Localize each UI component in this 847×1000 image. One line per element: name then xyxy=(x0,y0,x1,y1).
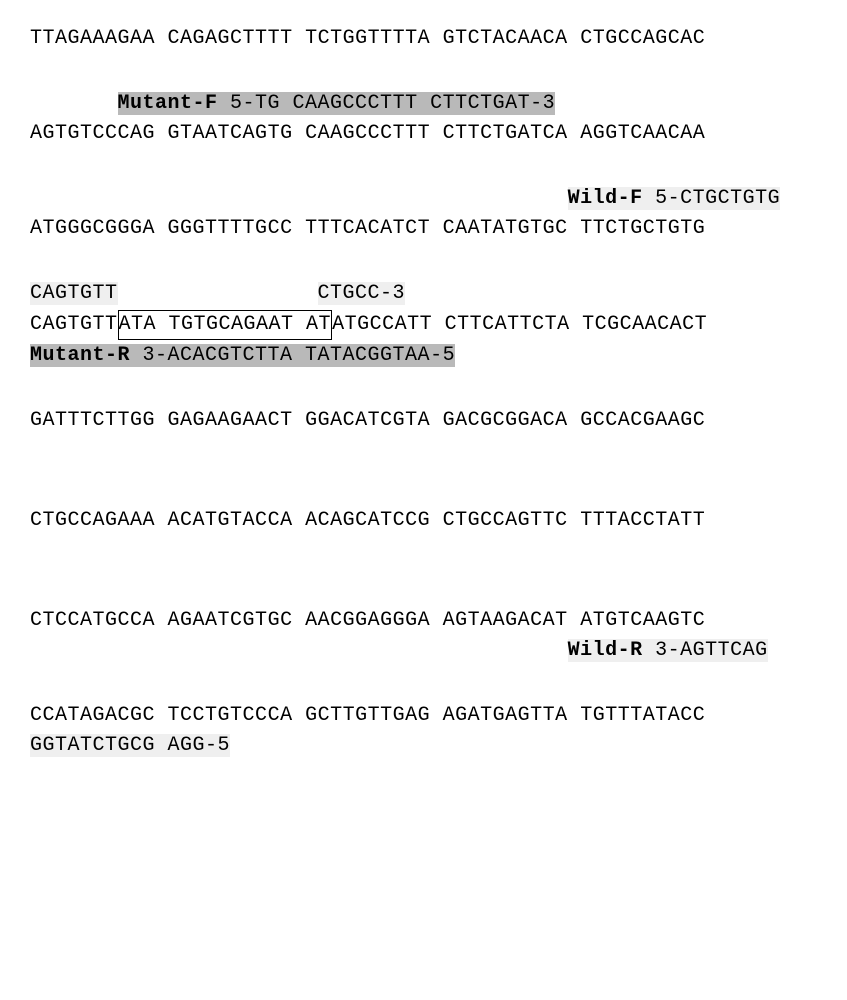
seq-r3-g4: CAATATGTGC xyxy=(443,217,568,240)
seq-r7-g4: AGTAAGACAT xyxy=(443,609,568,632)
mutant-f-seq-1: CAAGCCCTTT xyxy=(293,92,418,115)
seq-r2-g5: AGGTCAACAA xyxy=(580,122,705,145)
wild-f-label: Wild-F xyxy=(568,187,643,210)
indent-wild-r xyxy=(30,639,568,662)
seq-r7-g5: ATGTCAAGTC xyxy=(580,609,705,632)
seq-r4-g4: CTTCATTCTA xyxy=(445,313,570,336)
seq-row-2: AGTGTCCCAG GTAATCAGTG CAAGCCCTTT CTTCTGA… xyxy=(30,120,817,148)
seq-r5-g3: GGACATCGTA xyxy=(305,409,430,432)
wild-r-highlight: Wild-R 3-AGTTCAG xyxy=(568,639,768,662)
seq-r6-g1: CTGCCAGAAA xyxy=(30,509,155,532)
seq-r3-g5: TTCTGCTGTG xyxy=(580,217,705,240)
seq-r6-g5: TTTACCTATT xyxy=(580,509,705,532)
seq-r2-g4: CTTCTGATCA xyxy=(443,122,568,145)
wild-f-pre: 5-CTGCTGTG xyxy=(643,187,781,210)
seq-r8-g1: CCATAGACGC xyxy=(30,704,155,727)
seq-row-4: CAGTGTTATA TGTGCAGAAT ATATGCCATT CTTCATT… xyxy=(30,310,817,340)
seq-r4-suffix-a: ATGCCATT xyxy=(332,313,432,336)
seq-r8-g5: TGTTTATACC xyxy=(580,704,705,727)
seq-r8-g4: AGATGAGTTA xyxy=(443,704,568,727)
wild-f-seq-b: CTGCC-3 xyxy=(318,282,406,305)
seq-row-1: TTAGAAAGAA CAGAGCTTTT TCTGGTTTTA GTCTACA… xyxy=(30,25,817,53)
mutant-r-label: Mutant-R xyxy=(30,344,130,367)
seq-r7-g2: AGAATCGTGC xyxy=(168,609,293,632)
wild-f-seq-a: CAGTGTT xyxy=(30,282,118,305)
indent-wild-f xyxy=(30,187,568,210)
boxed-segment: ATA TGTGCAGAAT AT xyxy=(118,310,333,340)
seq-r6-g2: ACATGTACCA xyxy=(168,509,293,532)
seq-r1-g1: TTAGAAAGAA xyxy=(30,27,155,50)
primer-wild-f-cont-row: CAGTGTT CTGCC-3 xyxy=(30,280,817,308)
wild-r-label: Wild-R xyxy=(568,639,643,662)
seq-r1-g2: CAGAGCTTTT xyxy=(168,27,293,50)
primer-wild-r-row: Wild-R 3-AGTTCAG xyxy=(30,637,817,665)
mutant-f-seq-2: CTTCTGAT-3 xyxy=(430,92,555,115)
seq-row-6: CTGCCAGAAA ACATGTACCA ACAGCATCCG CTGCCAG… xyxy=(30,507,817,535)
seq-r5-g1: GATTTCTTGG xyxy=(30,409,155,432)
seq-r1-g5: CTGCCAGCAC xyxy=(580,27,705,50)
wild-f-highlight: Wild-F 5-CTGCTGTG xyxy=(568,187,781,210)
seq-r6-g3: ACAGCATCCG xyxy=(305,509,430,532)
mutant-r-highlight: Mutant-R 3-ACACGTCTTA TATACGGTAA-5 xyxy=(30,344,455,367)
mutant-f-highlight: Mutant-F 5-TG CAAGCCCTTT CTTCTGAT-3 xyxy=(118,92,556,115)
primer-wild-f-row: Wild-F 5-CTGCTGTG xyxy=(30,185,817,213)
seq-r5-g5: GCCACGAAGC xyxy=(580,409,705,432)
seq-r3-g3: TTTCACATCT xyxy=(305,217,430,240)
seq-r4-prefix: CAGTGTT xyxy=(30,313,118,336)
seq-r3-g1: ATGGGCGGGA xyxy=(30,217,155,240)
seq-row-5: GATTTCTTGG GAGAAGAACT GGACATCGTA GACGCGG… xyxy=(30,407,817,435)
primer-mutant-r-row: Mutant-R 3-ACACGTCTTA TATACGGTAA-5 xyxy=(30,342,817,370)
seq-r5-g2: GAGAAGAACT xyxy=(168,409,293,432)
seq-r2-g2: GTAATCAGTG xyxy=(168,122,293,145)
seq-r1-g3: TCTGGTTTTA xyxy=(305,27,430,50)
wild-r-seq: GGTATCTGCG AGG-5 xyxy=(30,734,230,757)
seq-r4-g5: TCGCAACACT xyxy=(582,313,707,336)
seq-row-7: CTCCATGCCA AGAATCGTGC AACGGAGGGA AGTAAGA… xyxy=(30,607,817,635)
wild-r-pre: 3-AGTTCAG xyxy=(643,639,768,662)
mutant-f-pre: 5-TG xyxy=(218,92,293,115)
seq-r6-g4: CTGCCAGTTC xyxy=(443,509,568,532)
seq-r5-g4: GACGCGGACA xyxy=(443,409,568,432)
seq-r8-g3: GCTTGTTGAG xyxy=(305,704,430,727)
seq-r2-g3: CAAGCCCTTT xyxy=(305,122,430,145)
seq-r7-g1: CTCCATGCCA xyxy=(30,609,155,632)
seq-row-3: ATGGGCGGGA GGGTTTTGCC TTTCACATCT CAATATG… xyxy=(30,215,817,243)
seq-r1-g4: GTCTACAACA xyxy=(443,27,568,50)
primer-mutant-f-row: Mutant-F 5-TG CAAGCCCTTT CTTCTGAT-3 xyxy=(30,90,817,118)
indent-mutant-f xyxy=(30,92,118,115)
mutant-r-seq: 3-ACACGTCTTA TATACGGTAA-5 xyxy=(130,344,455,367)
primer-wild-r-cont-row: GGTATCTGCG AGG-5 xyxy=(30,732,817,760)
seq-r3-g2: GGGTTTTGCC xyxy=(168,217,293,240)
seq-r2-g1: AGTGTCCCAG xyxy=(30,122,155,145)
seq-r7-g3: AACGGAGGGA xyxy=(305,609,430,632)
mutant-f-label: Mutant-F xyxy=(118,92,218,115)
seq-row-8: CCATAGACGC TCCTGTCCCA GCTTGTTGAG AGATGAG… xyxy=(30,702,817,730)
wild-f-gap xyxy=(118,282,318,305)
seq-r8-g2: TCCTGTCCCA xyxy=(168,704,293,727)
